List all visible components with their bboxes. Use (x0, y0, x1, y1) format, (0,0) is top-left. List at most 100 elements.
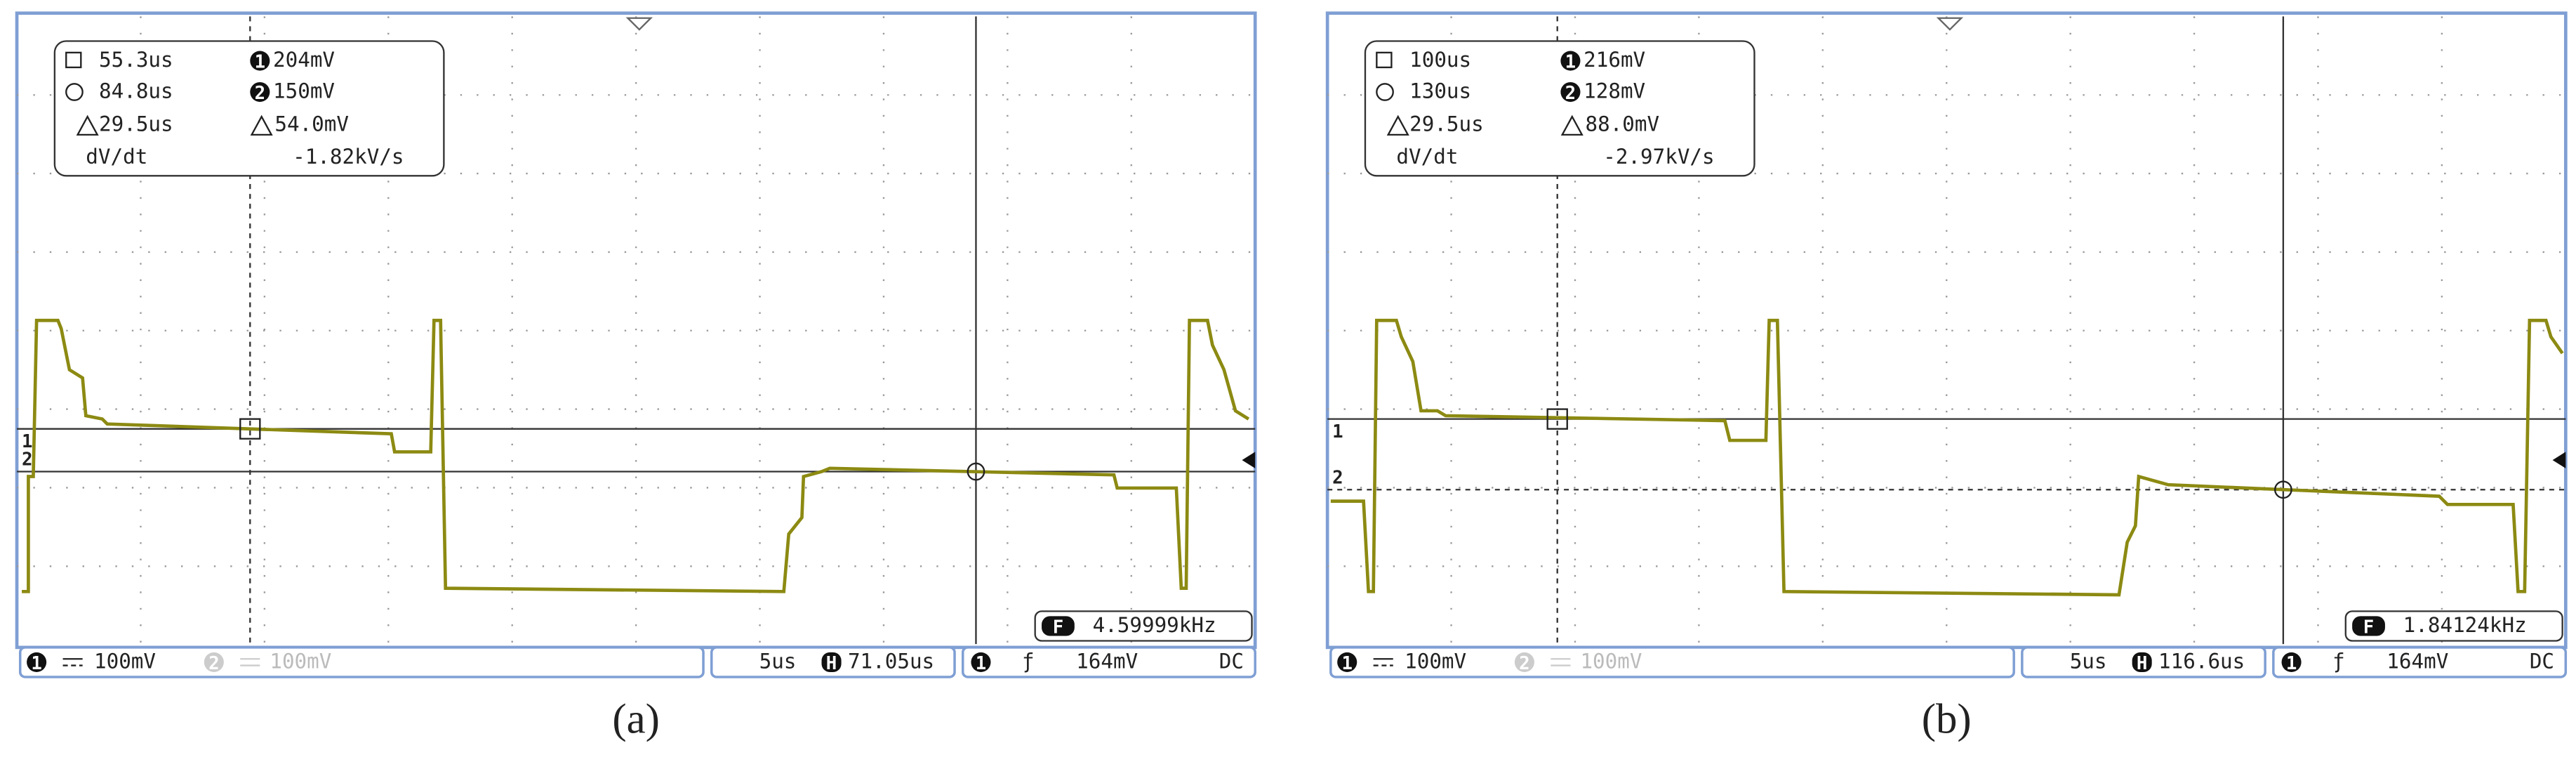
channel-icon (250, 51, 270, 71)
dc-icon (240, 658, 260, 666)
ch2-scale: 100mV (270, 649, 331, 673)
delta-voltage: 54.0mV (274, 112, 349, 136)
status-box (1329, 646, 2015, 678)
trigger-slope: ƒ (2332, 649, 2345, 673)
channel-marker: 1 (1332, 421, 1343, 442)
cursor-square (1546, 408, 1568, 430)
channel-icon-label: 2 (208, 653, 219, 674)
scope-panel: 1 2 100us 1 216mV 130us 2 128mV 29.5us 88.0mV dV/d… (1325, 11, 2568, 742)
cursor-circle (2274, 480, 2292, 499)
cursor-time: 84.8us (99, 79, 173, 103)
channel-icon-label: 1 (31, 653, 41, 674)
delta-time: 29.5us (99, 112, 173, 136)
cursor-circle-icon (65, 83, 84, 101)
cursor-voltage: 204mV (273, 48, 335, 72)
ch1-scale: 100mV (1405, 649, 1466, 673)
delta-icon (250, 114, 273, 136)
dc-icon (1551, 658, 1571, 666)
channel-icon-label: 1 (255, 51, 265, 72)
caption: (a) (612, 695, 660, 742)
channel-marker: 2 (22, 449, 32, 471)
frequency-icon: F (2363, 617, 2374, 638)
delay-icon-bg (2132, 652, 2152, 672)
frequency: 1.84124kHz (2403, 613, 2527, 637)
delay: 116.6us (2158, 649, 2245, 673)
trigger-level-marker (2552, 452, 2566, 468)
trigger-slope: ƒ (1022, 649, 1035, 673)
frequency-icon-bg (1042, 616, 1075, 636)
channel-icon (27, 652, 47, 672)
ch1-scale: 100mV (94, 649, 156, 673)
channel-icon (1337, 652, 1357, 672)
caption: (b) (1922, 695, 1972, 742)
trigger-level: 164mV (2386, 649, 2448, 673)
delay-icon: H (2137, 653, 2147, 674)
channel-marker: 1 (22, 431, 32, 452)
trigger-level: 164mV (1076, 649, 1138, 673)
slope-value: -1.82kV/s (293, 145, 404, 169)
dc-icon (1373, 658, 1393, 666)
channel-icon-label: 1 (1341, 653, 1352, 674)
frequency: 4.59999kHz (1093, 613, 1216, 637)
status-box (18, 646, 705, 678)
timebase: 5us (2070, 649, 2107, 673)
coupling: DC (2530, 649, 2554, 673)
delay-icon: H (826, 653, 837, 674)
waveform (1330, 318, 2564, 597)
delta-icon (1386, 114, 1409, 136)
cursor-square-icon (65, 51, 82, 69)
channel-icon (1560, 81, 1581, 103)
channel-icon (971, 652, 991, 672)
trigger-level-marker (1242, 452, 1256, 468)
cursor-voltage: 216mV (1584, 48, 1645, 72)
cursor-circle-icon (1376, 83, 1394, 101)
cursor-time: 55.3us (99, 48, 173, 72)
channel-icon-dim (204, 652, 224, 672)
channel-icon-label: 2 (1565, 83, 1576, 104)
slope-label: dV/dt (86, 145, 147, 169)
cursor-circle (967, 462, 985, 481)
readout-box (53, 40, 445, 177)
slope-label: dV/dt (1396, 145, 1458, 169)
cursor-voltage: 150mV (273, 79, 335, 103)
status-box (2272, 646, 2568, 678)
trigger-marker (625, 17, 653, 31)
ch2-scale: 100mV (1580, 649, 1642, 673)
frequency-icon: F (1053, 617, 1063, 638)
frequency-icon-bg (2352, 616, 2385, 636)
channel-icon (2281, 652, 2302, 672)
delta-voltage: 88.0mV (1585, 112, 1659, 136)
cursor-square (239, 418, 261, 440)
channel-icon-label: 1 (2286, 653, 2297, 674)
status-box (961, 646, 1256, 678)
channel-icon (1560, 51, 1581, 71)
timebase: 5us (759, 649, 797, 673)
waveform (22, 318, 1250, 593)
cursor-time: 100us (1409, 48, 1471, 72)
delay-icon-bg (821, 652, 842, 672)
cursor-time: 130us (1409, 79, 1471, 103)
channel-icon (250, 81, 270, 103)
coupling: DC (1219, 649, 1244, 673)
channel-icon-dim (1514, 652, 1534, 672)
readout-box (1364, 40, 1755, 177)
slope-value: -2.97kV/s (1603, 145, 1714, 169)
cursor-voltage: 128mV (1584, 79, 1645, 103)
channel-icon-label: 2 (255, 83, 265, 104)
channel-icon-label: 1 (976, 653, 986, 674)
frequency-box (2344, 610, 2563, 642)
channel-marker: 2 (1332, 467, 1343, 488)
dc-icon (62, 658, 83, 666)
delta-icon (1560, 114, 1584, 136)
channel-icon-label: 2 (1519, 653, 1529, 674)
delay: 71.05us (848, 649, 934, 673)
cursor-square-icon (1376, 51, 1393, 69)
trigger-marker (1936, 17, 1964, 31)
delta-time: 29.5us (1409, 112, 1484, 136)
frequency-box (1034, 610, 1253, 642)
channel-icon-label: 1 (1565, 51, 1576, 72)
delta-icon (76, 114, 99, 136)
